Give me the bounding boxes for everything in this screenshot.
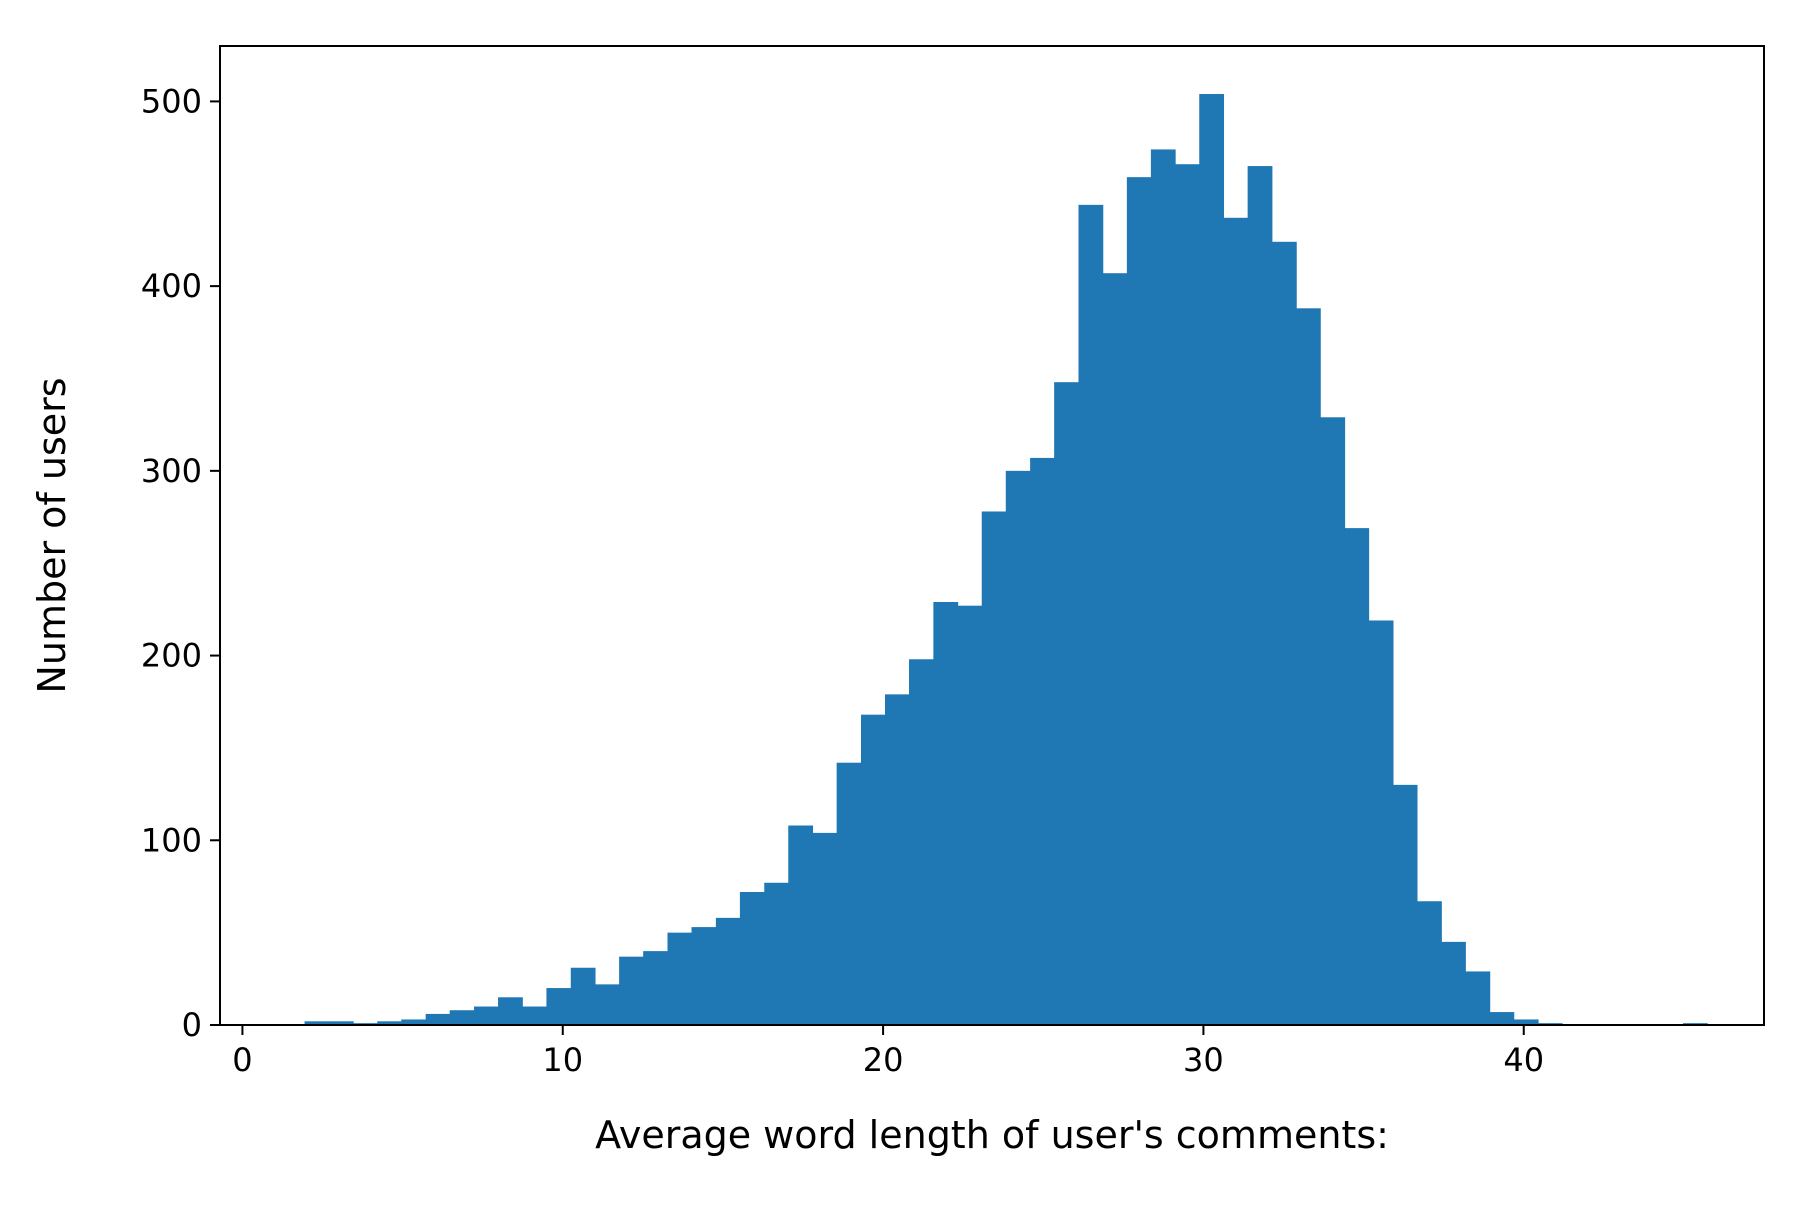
- histogram-bar: [643, 951, 668, 1025]
- x-axis-label: Average word length of user's comments:: [595, 1113, 1389, 1157]
- histogram-bar: [909, 659, 934, 1025]
- y-tick-label: 200: [141, 637, 202, 675]
- histogram-bar: [449, 1010, 475, 1025]
- histogram-bar: [1513, 1019, 1539, 1025]
- histogram-bar: [594, 984, 620, 1025]
- histogram-bar: [1150, 149, 1176, 1025]
- histogram-bar: [619, 956, 644, 1025]
- histogram-bar: [788, 825, 814, 1025]
- histogram-bar: [933, 601, 959, 1025]
- histogram-bar: [522, 1006, 548, 1025]
- histogram-bar: [1054, 382, 1079, 1025]
- x-tick-label: 40: [1503, 1041, 1544, 1079]
- histogram-bar: [1489, 1012, 1515, 1025]
- x-tick-label: 0: [232, 1041, 252, 1079]
- histogram-bar: [1295, 308, 1321, 1026]
- histogram-bar: [1368, 620, 1394, 1025]
- histogram-bar: [474, 1006, 499, 1025]
- histogram-bar: [1271, 241, 1297, 1026]
- histogram-bar: [691, 927, 717, 1025]
- y-tick-label: 500: [141, 82, 202, 120]
- y-tick-label: 400: [141, 267, 202, 305]
- histogram-bar: [1199, 94, 1225, 1025]
- histogram-bar: [328, 1021, 354, 1025]
- histogram-bar: [377, 1021, 403, 1025]
- histogram-bar: [836, 762, 862, 1025]
- y-tick-label: 300: [141, 452, 202, 490]
- histogram-bar: [546, 988, 572, 1025]
- histogram-bar: [1223, 217, 1249, 1025]
- histogram-bar: [1126, 177, 1152, 1026]
- histogram-bar: [667, 932, 693, 1025]
- histogram-bar: [812, 832, 838, 1025]
- histogram-bar: [860, 714, 886, 1025]
- plot-frame: [219, 45, 1765, 1026]
- histogram-bar: [1417, 901, 1442, 1025]
- histogram-bar: [304, 1021, 330, 1025]
- histogram-bar: [1005, 470, 1031, 1025]
- histogram-bar: [1247, 166, 1273, 1025]
- histogram-bar: [1320, 417, 1346, 1025]
- histogram-bar: [764, 882, 790, 1025]
- y-tick-label: 0: [182, 1006, 202, 1044]
- histogram-bar: [739, 892, 765, 1025]
- y-axis-ticks: 0 100 200 300 400 500: [141, 82, 220, 1044]
- y-axis-label: Number of users: [30, 377, 74, 693]
- histogram-bar: [1344, 528, 1370, 1025]
- histogram-bar: [498, 997, 523, 1025]
- x-tick-label: 10: [542, 1041, 583, 1079]
- histogram-bar: [1078, 204, 1104, 1026]
- histogram-bar: [981, 511, 1007, 1025]
- y-tick-label: 100: [141, 821, 202, 859]
- histogram-bar: [1102, 273, 1128, 1025]
- x-tick-label: 20: [863, 1041, 904, 1079]
- histogram-bar: [957, 605, 983, 1025]
- histogram-bars: [304, 94, 1708, 1026]
- histogram-bar: [715, 917, 741, 1025]
- histogram-bar: [401, 1019, 427, 1025]
- histogram-bar: [1030, 457, 1055, 1026]
- histogram-bar: [1465, 971, 1491, 1025]
- histogram-bar: [1175, 164, 1201, 1025]
- histogram-bar: [1441, 941, 1466, 1025]
- histogram-bar: [885, 694, 910, 1025]
- histogram-bar: [425, 1013, 451, 1025]
- histogram-bar: [1392, 784, 1418, 1025]
- x-tick-label: 30: [1183, 1041, 1224, 1079]
- x-axis-ticks: 0 10 20 30 40: [232, 1025, 1544, 1079]
- histogram-bar: [570, 967, 596, 1025]
